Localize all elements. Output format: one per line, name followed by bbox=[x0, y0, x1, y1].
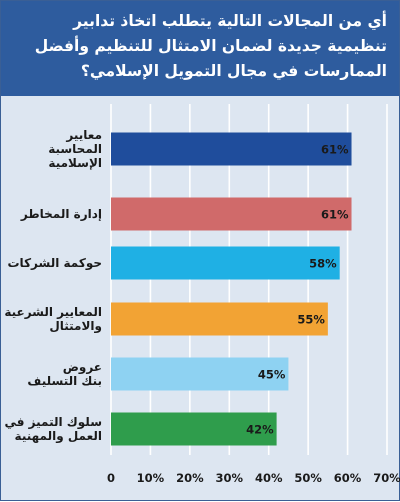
category-label-line: بنك التسليف bbox=[27, 374, 102, 388]
category-label-1: معايير المحاسبة الإسلامية bbox=[48, 128, 102, 170]
value-label-1: 61% bbox=[321, 143, 349, 157]
category-label-line: الإسلامية bbox=[48, 156, 102, 170]
category-label-4: المعايير الشرعية والامتثال bbox=[4, 305, 102, 334]
category-label-line: والامتثال bbox=[49, 319, 102, 334]
category-label-line: إدارة المخاطر bbox=[20, 207, 102, 221]
value-label-2: 61% bbox=[321, 208, 349, 222]
chart-title: أي من المجالات التالية يتطلب اتخاذ تدابي… bbox=[34, 12, 387, 80]
category-label-line: عروض bbox=[63, 360, 102, 375]
chart-header: أي من المجالات التالية يتطلب اتخاذ تدابي… bbox=[1, 1, 399, 96]
bar-6 bbox=[111, 412, 277, 446]
category-label-2: إدارة المخاطر bbox=[20, 207, 102, 221]
category-label-line: حوكمة الشركات bbox=[8, 256, 103, 271]
bar-2 bbox=[111, 197, 352, 231]
x-tick-label-40: 40% bbox=[255, 471, 283, 485]
x-tick-label-30: 30% bbox=[216, 471, 244, 485]
value-label-3: 58% bbox=[309, 257, 337, 271]
x-tick-label-10: 10% bbox=[137, 471, 165, 485]
category-label-line: معايير bbox=[65, 128, 102, 142]
category-label-line: سلوك التميز في bbox=[5, 415, 103, 430]
category-label-line: المحاسبة bbox=[48, 142, 102, 156]
bar-4 bbox=[111, 302, 328, 336]
x-tick-label-20: 20% bbox=[176, 471, 204, 485]
bar-5 bbox=[111, 357, 289, 391]
category-label-line: المعايير الشرعية bbox=[4, 305, 102, 319]
category-label-5: عروض بنك التسليف bbox=[27, 360, 102, 388]
x-tick-label-70: 70% bbox=[373, 471, 400, 485]
bar-1 bbox=[111, 132, 352, 166]
x-tick-label-50: 50% bbox=[294, 471, 322, 485]
x-tick-label-60: 60% bbox=[334, 471, 362, 485]
category-label-6: سلوك التميز في العمل والمهنية bbox=[5, 415, 103, 444]
value-label-5: 45% bbox=[258, 368, 286, 382]
value-label-6: 42% bbox=[246, 423, 274, 437]
category-label-line: العمل والمهنية bbox=[15, 429, 102, 444]
bar-3 bbox=[111, 246, 340, 280]
category-label-3: حوكمة الشركات bbox=[8, 256, 103, 271]
x-tick-label-0: 0 bbox=[107, 471, 115, 485]
value-label-4: 55% bbox=[297, 313, 325, 327]
